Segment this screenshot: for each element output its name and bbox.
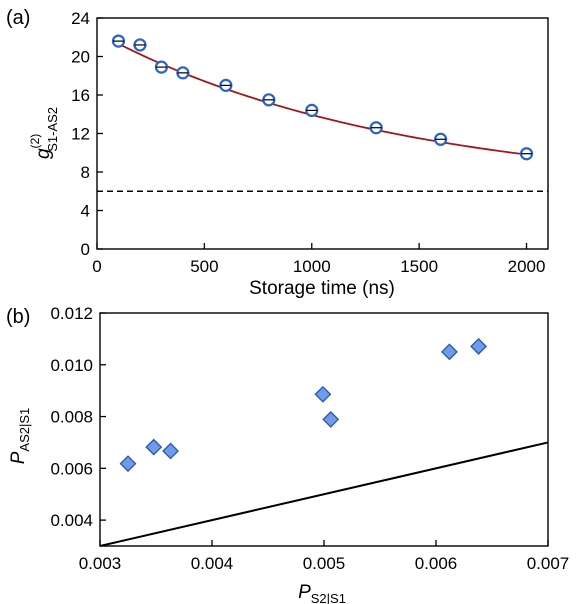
panel-b-x-tick-label: 0.004 [191, 554, 234, 573]
panel-a-plot-area: 0 500 1000 1500 2000 0 4 8 12 16 20 24 [71, 9, 549, 276]
panel-b-y-tick-label: 0.012 [50, 304, 93, 323]
panel-a-x-tick-label: 1500 [400, 257, 438, 276]
panel-a-x-tick-label: 2000 [508, 257, 546, 276]
panel-a-y-label-main: g [33, 148, 54, 159]
panel-a-y-tick-label: 8 [81, 163, 90, 182]
panel-a-y-label-sub: S1-AS2 [45, 107, 60, 152]
panel-a-label: (a) [6, 7, 30, 29]
panel-b-x-axis-label: PS2|S1 [298, 582, 346, 604]
panel-b-y-tick-label: 0.010 [50, 356, 93, 375]
panel-b-data-point [470, 337, 487, 355]
panel-a-frame [96, 17, 549, 250]
panel-b-data-point [145, 438, 163, 456]
panel-b-x-label-main: P [298, 582, 311, 603]
panel-b-x-label-sub: S2|S1 [311, 591, 346, 604]
panel-a-data-point [369, 121, 383, 135]
panel-a-data-point [111, 34, 126, 48]
panel-b-data-point [119, 455, 137, 473]
panel-b-x-tick-label: 0.006 [415, 554, 458, 573]
panel-a-x-axis-label: Storage time (ns) [249, 278, 395, 299]
panel-b-data-point [322, 410, 340, 428]
panel-a-y-tick-label: 16 [71, 86, 90, 105]
panel-b-y-label-main: P [8, 451, 29, 464]
panel-b-reference-line [99, 441, 549, 547]
panel-a-data-point [154, 60, 169, 74]
panel-a-x-tick-label: 1000 [293, 257, 331, 276]
panel-b-y-tick-label: 0.008 [50, 408, 93, 427]
panel-b-y-axis-label: PAS2|S1 [8, 408, 32, 465]
panel-a-data-point [434, 132, 448, 146]
panel-b-x-tick-label: 0.007 [527, 554, 570, 573]
panel-a-y-axis-label: g(2) S1-AS2 [28, 107, 60, 159]
panel-a-x-tick-label: 500 [190, 257, 218, 276]
panel-b-x-tick-label: 0.005 [303, 554, 346, 573]
panel-b-data-point [162, 442, 179, 460]
panel-b-y-tick-label: 0.006 [50, 459, 93, 478]
panel-b-x-tick-label: 0.003 [79, 554, 122, 573]
panel-a-data-point [305, 103, 319, 118]
panel-a-data-point [262, 93, 276, 107]
panel-a-y-tick-label: 0 [81, 240, 90, 259]
panel-a-x-tick-label: 0 [92, 257, 101, 276]
panel-b-y-label-sub: AS2|S1 [17, 408, 32, 452]
panel-a-data-point [176, 66, 190, 80]
panel-a: (a) 0 500 1000 1500 2000 0 4 8 12 16 20 24 Storage … [6, 7, 549, 299]
panel-a-y-label-sup: (2) [28, 134, 42, 149]
panel-a-y-tick-label: 24 [71, 9, 90, 28]
panel-a-y-tick-label: 4 [81, 202, 90, 221]
panel-a-data-point [519, 147, 534, 161]
panel-b-data-point [441, 343, 458, 361]
panel-a-fit-curve [118, 43, 527, 156]
panel-b-y-tick-label: 0.004 [50, 511, 93, 530]
panel-b-plot-area: 0.003 0.004 0.005 0.006 0.007 0.004 0.006 0.008… [50, 304, 569, 573]
panel-a-y-tick-label: 20 [71, 48, 90, 67]
panel-b: (b) 0.003 0.004 0.005 0.006 0.0070.0040.0060… [6, 304, 569, 604]
panel-a-y-tick-label: 12 [71, 125, 90, 144]
panel-b-label: (b) [6, 306, 30, 328]
panel-a-data-point [219, 78, 233, 92]
panel-a-data-point [133, 38, 147, 52]
panel-b-data-point [314, 385, 332, 403]
